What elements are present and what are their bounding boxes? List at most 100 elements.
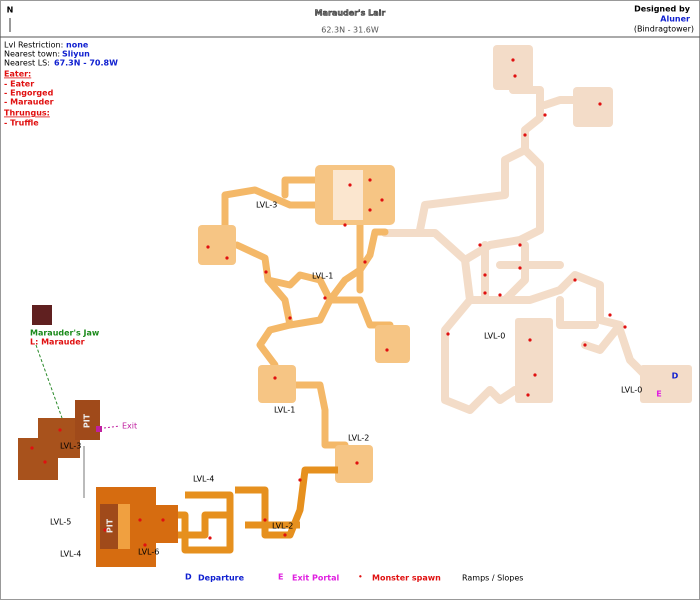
info-label: Nearest LS: [4, 59, 50, 68]
corridor [541, 96, 579, 109]
spawn-point [511, 58, 515, 62]
spawn-point [348, 183, 352, 187]
room [640, 365, 692, 403]
room [18, 438, 58, 480]
spawn-point [138, 518, 142, 522]
level-label: LVL-3 [60, 442, 81, 451]
pit [100, 504, 120, 549]
boss-icon [32, 305, 52, 325]
spawn-point [483, 273, 487, 277]
spawn-point [206, 245, 210, 249]
monster: - Eater [4, 80, 34, 89]
spawn-point [103, 528, 107, 532]
exit-link [103, 425, 121, 429]
level-label: LVL-0 [484, 332, 505, 341]
boss-link [35, 344, 63, 419]
spawn-point [143, 543, 147, 547]
corridor [441, 256, 519, 414]
spawns [30, 58, 627, 547]
spawn-point [608, 313, 612, 317]
spawn-point [528, 338, 532, 342]
ramp [333, 170, 363, 220]
monster-group: Thrungus: [4, 109, 50, 118]
boss-detail: L: Marauder [30, 338, 85, 347]
level-1 [198, 165, 410, 483]
info-label: Lvl Restriction: [4, 41, 63, 50]
info-value: 67.3N - 70.8W [54, 59, 118, 68]
spawn-point [58, 428, 62, 432]
spawn-point [208, 536, 212, 540]
corridor [381, 146, 544, 264]
corridor [256, 276, 294, 369]
corridor [281, 176, 319, 199]
coords: 62.3N - 31.6W [321, 26, 379, 35]
info-value: none [66, 41, 89, 50]
level-0 [381, 45, 692, 414]
corridor [235, 466, 338, 539]
room [198, 225, 236, 265]
spawn-point [283, 533, 287, 537]
pit [75, 400, 100, 440]
legend-label: Departure [198, 574, 245, 583]
info-label: Nearest town: [4, 50, 60, 59]
level-label: LVL-6 [138, 548, 159, 557]
spawn-point [513, 74, 517, 78]
spawn-point [518, 243, 522, 247]
room [335, 445, 373, 483]
level-label: LVL-1 [312, 272, 333, 281]
credit-server: (Bindragtower) [634, 25, 694, 34]
legend-label: Monster spawn [372, 574, 441, 583]
level-label: LVL-2 [272, 522, 293, 531]
legend-label: Ramps / Slopes [462, 574, 523, 583]
spawn-point [323, 296, 327, 300]
spawn-point [483, 291, 487, 295]
spawn-point [368, 208, 372, 212]
corridor [556, 296, 599, 329]
spawn-point [288, 316, 292, 320]
departure-mark: D [672, 372, 679, 381]
spawn-point [598, 102, 602, 106]
corridor [175, 511, 234, 554]
spawn-point [518, 266, 522, 270]
level-label: LVL-4 [193, 475, 214, 484]
spawn-point [263, 518, 267, 522]
spawn-point [273, 376, 277, 380]
level-label: LVL-3 [256, 201, 277, 210]
spawn-point [446, 332, 450, 336]
monster: - Truffle [4, 119, 39, 128]
spawn-point [543, 113, 547, 117]
monster-group: Eater: [4, 70, 31, 79]
spawn-point [43, 460, 47, 464]
corridor [466, 271, 624, 354]
room [573, 87, 613, 127]
level-label: LVL-4 [60, 550, 81, 559]
credit-label: Designed by [634, 5, 691, 14]
spawn-point [533, 373, 537, 377]
monster: - Engorged [4, 89, 54, 98]
corridor [221, 186, 322, 234]
ramp [118, 504, 130, 549]
spawn-point [385, 348, 389, 352]
spawn-point [478, 243, 482, 247]
corridor [233, 228, 389, 304]
legend-label: Exit Portal [292, 574, 340, 583]
exit-label: Exit [122, 422, 137, 431]
spawn-point [368, 178, 372, 182]
legend-mark: • [358, 573, 363, 582]
room [150, 505, 178, 543]
compass: N [7, 6, 14, 15]
level-label: LVL-1 [274, 406, 295, 415]
exit-mark: E [656, 390, 661, 399]
spawn-point [583, 343, 587, 347]
spawn-point [161, 518, 165, 522]
info-value: Sliyun [62, 50, 90, 59]
spawn-point [343, 223, 347, 227]
room [493, 45, 533, 90]
corridor [289, 381, 349, 449]
level-label: LVL-5 [50, 518, 71, 527]
level-label: LVL-2 [348, 434, 369, 443]
legend-mark: D [185, 573, 192, 582]
spawn-point [623, 325, 627, 329]
credit-name: Aluner [660, 15, 690, 24]
